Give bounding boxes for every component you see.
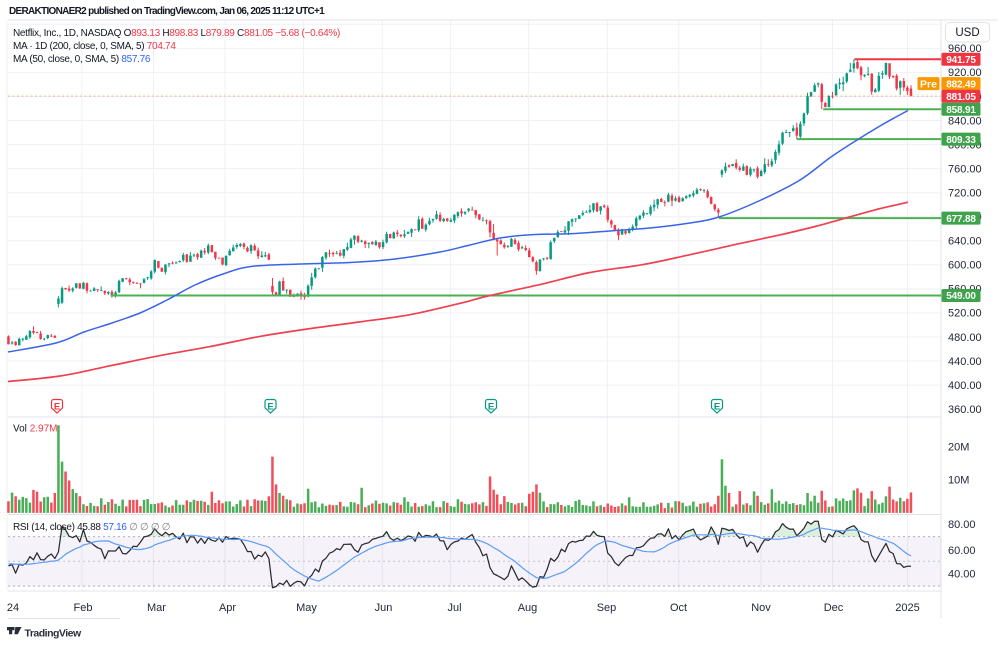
svg-text:941.75: 941.75 [946,55,976,66]
svg-text:2025: 2025 [895,602,919,614]
svg-text:Oct: Oct [670,602,687,614]
svg-text:600.00: 600.00 [948,260,982,272]
svg-text:Netflix, Inc., 1D, NASDAQ O893: Netflix, Inc., 1D, NASDAQ O893.13 H898.8… [13,28,340,39]
svg-text:809.33: 809.33 [946,135,976,146]
svg-text:Jun: Jun [375,602,393,614]
svg-text:Apr: Apr [219,602,236,614]
svg-text:858.91: 858.91 [946,105,976,116]
svg-text:640.00: 640.00 [948,236,982,248]
svg-text:E: E [488,401,494,412]
svg-text:RSI (14, close) 45.88 57.16 ∅: RSI (14, close) 45.88 57.16 ∅ ∅ ∅ ∅ [13,522,170,533]
svg-text:10M: 10M [948,475,969,487]
svg-text:E: E [267,401,273,412]
svg-text:Dec: Dec [824,602,844,614]
svg-text:DERAKTIONAER2 published on Tra: DERAKTIONAER2 published on TradingView.c… [9,6,325,17]
svg-text:USD: USD [955,27,979,39]
svg-text:20M: 20M [948,442,969,454]
svg-text:Mar: Mar [147,602,166,614]
svg-text:400.00: 400.00 [948,380,982,392]
svg-text:677.88: 677.88 [946,214,976,225]
svg-text:80.00: 80.00 [948,519,976,531]
svg-text:E: E [54,401,60,412]
svg-text:Aug: Aug [518,602,538,614]
svg-text:720.00: 720.00 [948,188,982,200]
svg-text:Sep: Sep [597,602,617,614]
svg-text:60.00: 60.00 [948,545,976,557]
svg-text:Nov: Nov [751,602,771,614]
svg-text:Vol 2.97M: Vol 2.97M [13,424,57,435]
svg-text:549.00: 549.00 [946,291,976,302]
svg-text:MA · 1D (200, close, 0, SMA, 5: MA · 1D (200, close, 0, SMA, 5) 704.74 [13,41,176,52]
svg-text:24: 24 [7,602,19,614]
svg-text:Pre: Pre [920,78,937,90]
svg-text:May: May [296,602,317,614]
svg-text:881.05: 881.05 [946,92,976,103]
svg-text:E: E [714,401,720,412]
svg-text:360.00: 360.00 [948,404,982,416]
svg-text:40.00: 40.00 [948,568,976,580]
svg-text:480.00: 480.00 [948,332,982,344]
svg-text:520.00: 520.00 [948,308,982,320]
svg-text:MA (50, close, 0, SMA, 5) 857.: MA (50, close, 0, SMA, 5) 857.76 [13,54,151,65]
svg-text:760.00: 760.00 [948,163,982,175]
svg-text:882.49: 882.49 [946,79,976,90]
svg-text:TradingView: TradingView [25,628,82,640]
svg-text:440.00: 440.00 [948,356,982,368]
svg-text:960.00: 960.00 [948,43,982,55]
svg-text:840.00: 840.00 [948,115,982,127]
svg-text:920.00: 920.00 [948,67,982,79]
svg-text:Feb: Feb [74,602,93,614]
svg-text:Jul: Jul [447,602,461,614]
